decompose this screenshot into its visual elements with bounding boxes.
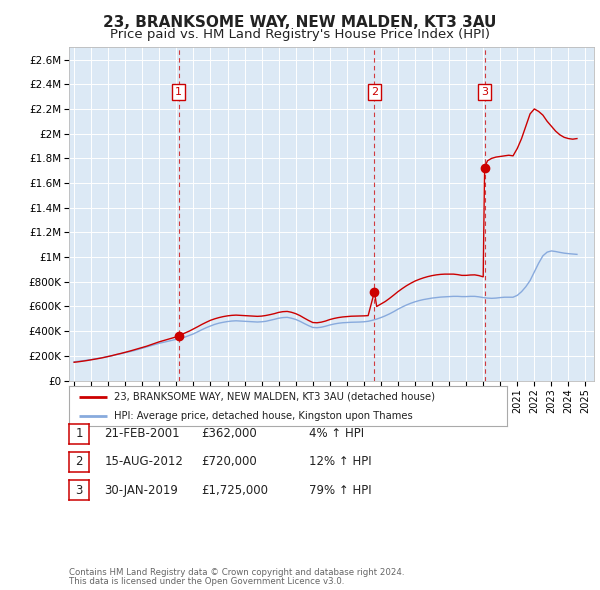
Text: 30-JAN-2019: 30-JAN-2019: [104, 484, 178, 497]
Text: £362,000: £362,000: [201, 427, 257, 440]
Text: 79% ↑ HPI: 79% ↑ HPI: [309, 484, 371, 497]
Text: 12% ↑ HPI: 12% ↑ HPI: [309, 455, 371, 468]
Text: 15-AUG-2012: 15-AUG-2012: [104, 455, 183, 468]
Text: 4% ↑ HPI: 4% ↑ HPI: [309, 427, 364, 440]
Text: HPI: Average price, detached house, Kingston upon Thames: HPI: Average price, detached house, King…: [113, 411, 412, 421]
Text: £720,000: £720,000: [201, 455, 257, 468]
Text: 2: 2: [371, 87, 378, 97]
Text: 23, BRANKSOME WAY, NEW MALDEN, KT3 3AU (detached house): 23, BRANKSOME WAY, NEW MALDEN, KT3 3AU (…: [113, 392, 434, 402]
Text: Price paid vs. HM Land Registry's House Price Index (HPI): Price paid vs. HM Land Registry's House …: [110, 28, 490, 41]
Text: 2: 2: [76, 455, 83, 468]
Text: 21-FEB-2001: 21-FEB-2001: [104, 427, 180, 440]
Text: 3: 3: [481, 87, 488, 97]
Text: Contains HM Land Registry data © Crown copyright and database right 2024.: Contains HM Land Registry data © Crown c…: [69, 568, 404, 577]
Text: 23, BRANKSOME WAY, NEW MALDEN, KT3 3AU: 23, BRANKSOME WAY, NEW MALDEN, KT3 3AU: [103, 15, 497, 30]
Text: 1: 1: [76, 427, 83, 440]
Text: 3: 3: [76, 484, 83, 497]
Text: 1: 1: [175, 87, 182, 97]
Text: £1,725,000: £1,725,000: [201, 484, 268, 497]
Text: This data is licensed under the Open Government Licence v3.0.: This data is licensed under the Open Gov…: [69, 578, 344, 586]
